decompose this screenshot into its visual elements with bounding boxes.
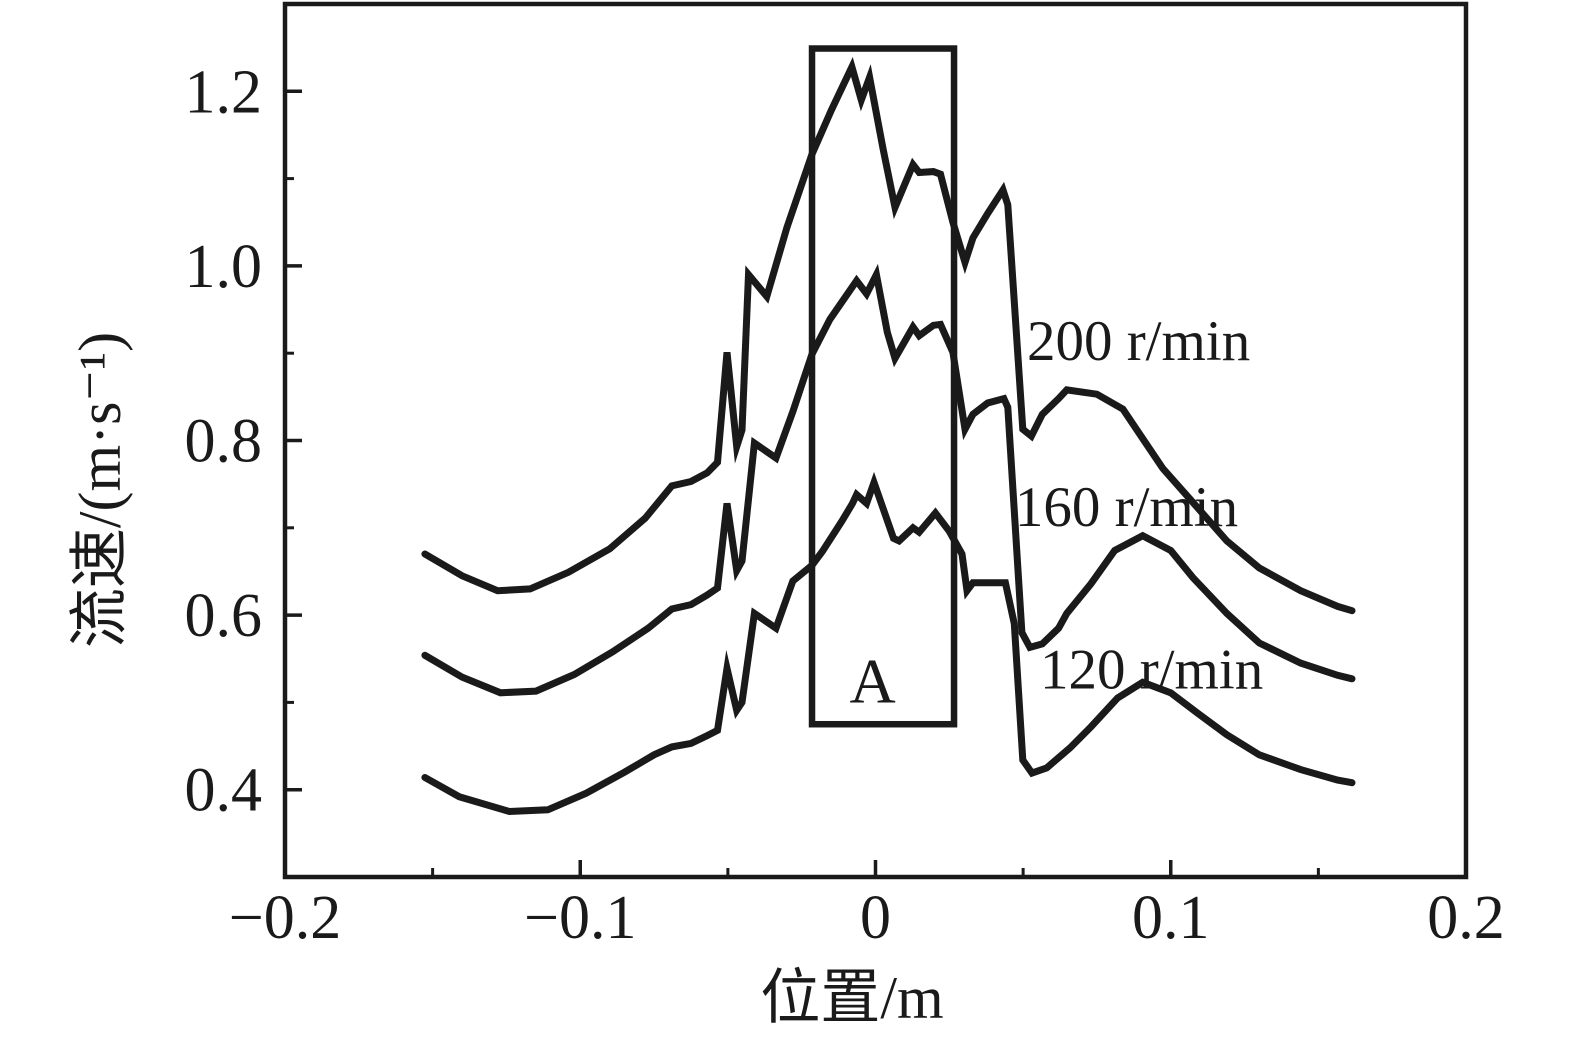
y-axis-tick-label: 0.8 xyxy=(185,408,263,476)
y-axis-tick-label: 1.2 xyxy=(185,58,263,126)
y-axis-tick-label: 0.6 xyxy=(185,582,263,650)
series-line-120-rpm xyxy=(421,471,1356,816)
y-axis-title: 流速/(m·s⁻¹) xyxy=(67,332,133,648)
region-a-label: A xyxy=(849,646,895,717)
series-label-120-rpm: 120 r/min xyxy=(1040,638,1263,701)
x-axis-title: 位置/m xyxy=(760,965,943,1031)
series-label-200-rpm: 200 r/min xyxy=(1027,310,1250,373)
x-axis-tick-label: 0.1 xyxy=(1132,884,1210,952)
series-label-160-rpm: 160 r/min xyxy=(1015,476,1238,539)
x-axis-tick-label: −0.2 xyxy=(229,884,341,952)
series-line-200-rpm xyxy=(421,56,1356,615)
plot-frame xyxy=(282,1,1469,880)
region-a-box xyxy=(808,45,958,728)
x-axis-tick-label: 0.2 xyxy=(1427,884,1505,952)
x-axis-tick-label: 0 xyxy=(860,884,891,952)
y-axis-tick-label: 0.4 xyxy=(185,757,263,825)
series-line-160-rpm xyxy=(421,263,1356,697)
y-axis-tick-label: 1.0 xyxy=(185,233,263,301)
x-axis-tick-label: −0.1 xyxy=(524,884,636,952)
